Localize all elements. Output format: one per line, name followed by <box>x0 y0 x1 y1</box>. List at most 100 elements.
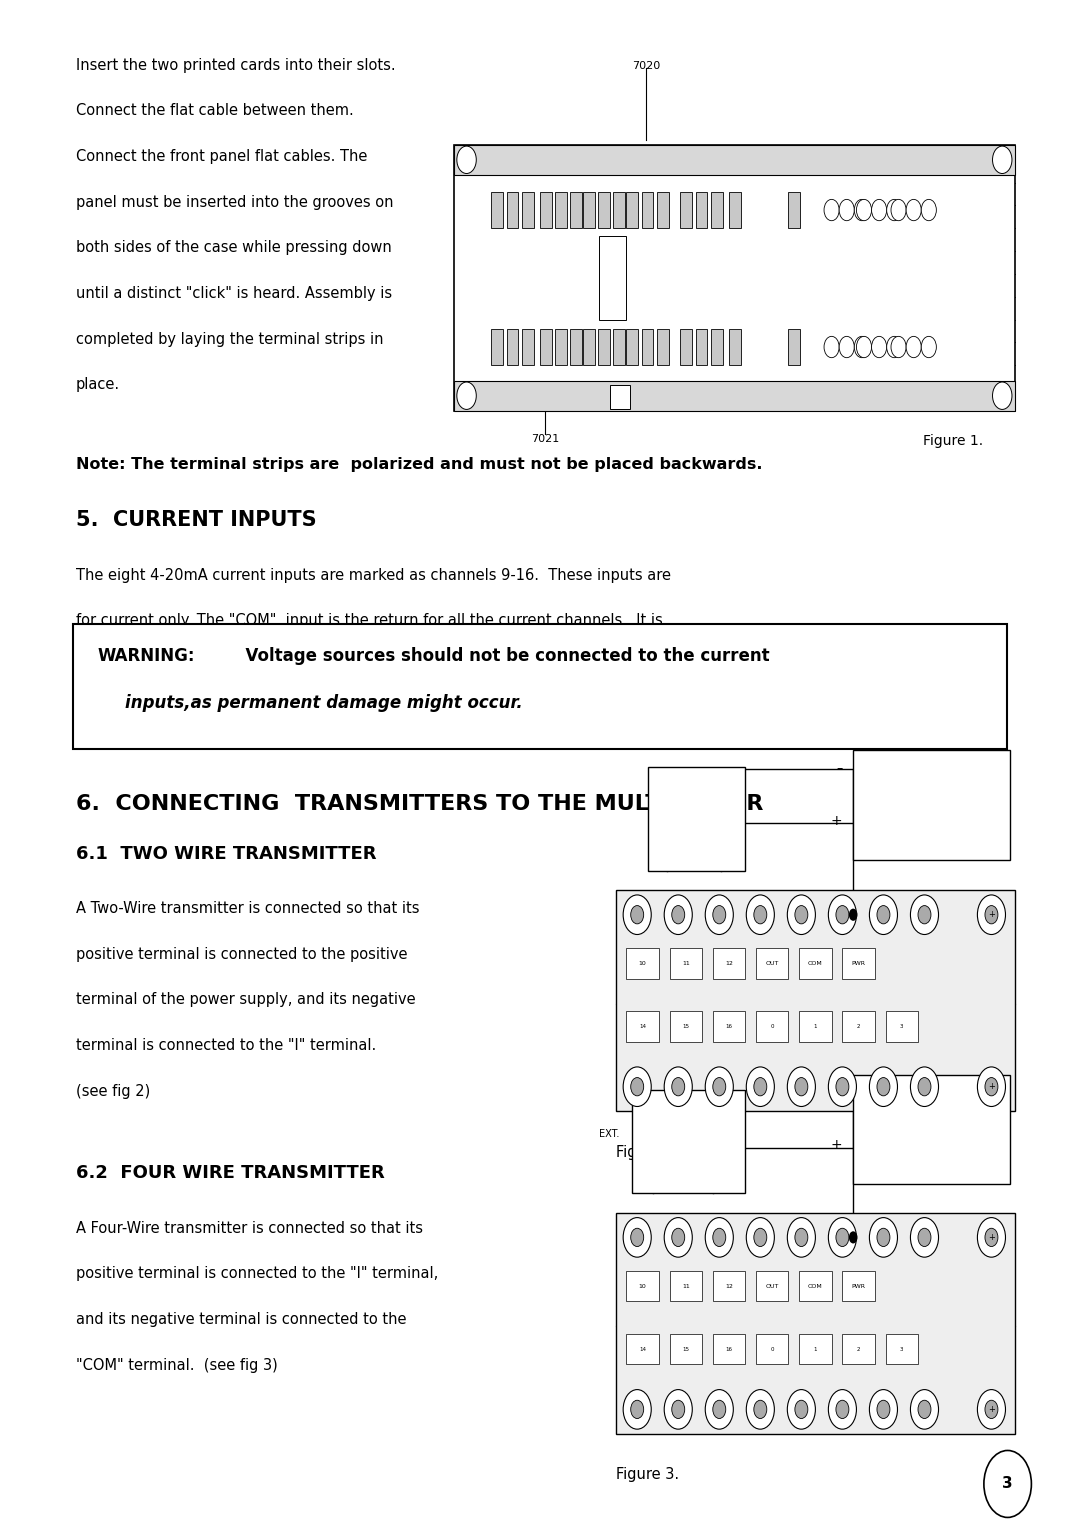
Circle shape <box>787 1390 815 1429</box>
Bar <box>713 1333 745 1364</box>
Text: 15: 15 <box>683 1024 689 1029</box>
Bar <box>670 1333 702 1364</box>
Bar <box>570 329 582 365</box>
Circle shape <box>849 909 858 921</box>
Circle shape <box>623 1218 651 1257</box>
Circle shape <box>856 199 872 221</box>
Circle shape <box>836 1400 849 1419</box>
Text: 6.  CONNECTING  TRANSMITTERS TO THE MULTIPLEXER: 6. CONNECTING TRANSMITTERS TO THE MULTIP… <box>76 794 762 814</box>
Circle shape <box>887 336 902 358</box>
Text: COM: COM <box>808 1283 823 1289</box>
Circle shape <box>705 1218 733 1257</box>
Text: PWR: PWR <box>852 1283 865 1289</box>
Text: possible to connect any current source,  as long as a closed loop is maintained.: possible to connect any current source, … <box>76 659 659 674</box>
Circle shape <box>918 1400 931 1419</box>
Text: 12: 12 <box>725 960 733 966</box>
Text: 1: 1 <box>813 1024 818 1029</box>
Bar <box>626 948 659 979</box>
Bar <box>598 192 610 228</box>
Circle shape <box>887 199 902 221</box>
Text: 3: 3 <box>900 1024 904 1029</box>
Text: 4–WIRE: 4–WIRE <box>672 1102 705 1111</box>
Text: 2: 2 <box>856 1347 861 1352</box>
Text: A Four-Wire transmitter is connected so that its: A Four-Wire transmitter is connected so … <box>76 1221 422 1236</box>
Circle shape <box>664 1067 692 1106</box>
Text: until a distinct "click" is heard. Assembly is: until a distinct "click" is heard. Assem… <box>76 286 392 301</box>
Circle shape <box>795 1078 808 1096</box>
Bar <box>613 192 625 228</box>
Circle shape <box>623 1067 651 1106</box>
Text: Voltage sources should not be connected to the current: Voltage sources should not be connected … <box>234 647 770 665</box>
Circle shape <box>672 1228 685 1247</box>
Bar <box>670 1011 702 1041</box>
Text: +: + <box>716 851 727 864</box>
Text: 22  –  26VDC: 22 – 26VDC <box>900 1140 963 1151</box>
Bar <box>626 1011 659 1041</box>
Circle shape <box>672 1078 685 1096</box>
Text: Connect the flat cable between them.: Connect the flat cable between them. <box>76 103 353 119</box>
Bar <box>610 385 630 409</box>
Text: SUPPLY: SUPPLY <box>914 1113 949 1123</box>
Circle shape <box>891 336 906 358</box>
Text: 3: 3 <box>1002 1476 1013 1492</box>
Circle shape <box>795 1228 808 1247</box>
Circle shape <box>984 1450 1031 1517</box>
Bar <box>799 1011 832 1041</box>
Circle shape <box>754 1228 767 1247</box>
Circle shape <box>985 906 998 924</box>
Circle shape <box>705 1390 733 1429</box>
Text: TRANSMITTER: TRANSMITTER <box>665 801 728 810</box>
Circle shape <box>993 382 1012 409</box>
Circle shape <box>787 895 815 935</box>
Bar <box>842 948 875 979</box>
Bar <box>696 192 707 228</box>
Bar <box>522 192 534 228</box>
Text: (see fig 2): (see fig 2) <box>76 1084 150 1099</box>
Bar <box>853 1075 1010 1184</box>
Text: positive terminal is connected to the positive: positive terminal is connected to the po… <box>76 947 407 962</box>
Circle shape <box>993 146 1012 174</box>
Text: place.: place. <box>76 377 120 393</box>
Circle shape <box>457 146 476 174</box>
Text: RTD MULTIPLEXER      RTM-8: RTD MULTIPLEXER RTM-8 <box>757 989 874 997</box>
Circle shape <box>854 336 869 358</box>
Text: +: + <box>988 1082 995 1091</box>
Text: 4-20mA INPUTS: 4-20mA INPUTS <box>624 1306 673 1310</box>
Bar <box>886 1011 918 1041</box>
Text: +: + <box>831 1138 842 1152</box>
Bar <box>491 329 503 365</box>
Text: RTD MULTIPLEXER      RTM-8: RTD MULTIPLEXER RTM-8 <box>757 1312 874 1320</box>
Text: –: – <box>836 763 842 776</box>
Circle shape <box>672 906 685 924</box>
Text: 1: 1 <box>813 1347 818 1352</box>
Circle shape <box>891 199 906 221</box>
Bar <box>788 192 800 228</box>
Circle shape <box>746 1218 774 1257</box>
Circle shape <box>828 895 856 935</box>
Circle shape <box>985 1078 998 1096</box>
Circle shape <box>872 336 887 358</box>
Bar <box>454 380 1015 411</box>
Text: both sides of the case while pressing down: both sides of the case while pressing do… <box>76 240 391 256</box>
Circle shape <box>754 906 767 924</box>
Circle shape <box>828 1067 856 1106</box>
Text: ADDRESS: ADDRESS <box>811 1336 841 1342</box>
Bar <box>616 1213 1015 1434</box>
Text: OUT: OUT <box>766 1283 779 1289</box>
Bar <box>507 192 518 228</box>
Circle shape <box>921 199 936 221</box>
Bar <box>670 1271 702 1301</box>
Circle shape <box>795 906 808 924</box>
Text: 16: 16 <box>726 1347 732 1352</box>
Bar <box>626 329 638 365</box>
Text: 14: 14 <box>639 1347 646 1352</box>
Circle shape <box>856 336 872 358</box>
Bar <box>788 329 800 365</box>
Text: 4-20mA INPUTS: 4-20mA INPUTS <box>624 1014 673 1020</box>
Text: +: + <box>648 1173 659 1187</box>
Bar <box>657 192 669 228</box>
Circle shape <box>977 1218 1005 1257</box>
Text: ADDRESS: ADDRESS <box>811 1014 841 1020</box>
Circle shape <box>754 1400 767 1419</box>
Circle shape <box>910 895 939 935</box>
